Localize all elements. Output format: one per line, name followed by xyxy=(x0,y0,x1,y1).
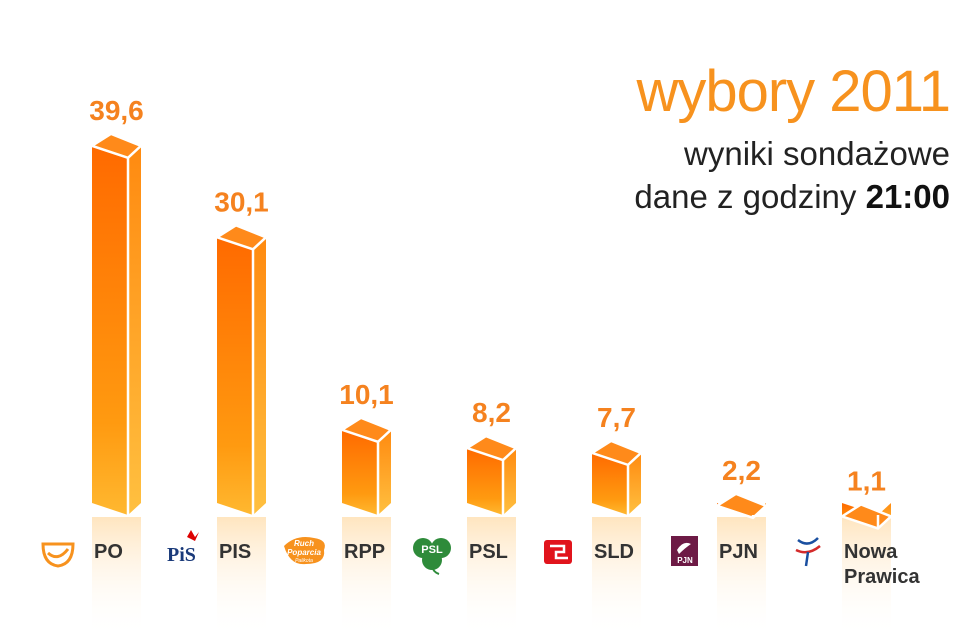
svg-text:PJN: PJN xyxy=(677,556,693,565)
party-label: SLD xyxy=(594,541,634,563)
bar-top xyxy=(214,223,269,251)
pis-logo-icon: PiS xyxy=(167,530,199,566)
subtitle: wyniki sondażowe xyxy=(684,135,950,172)
psl-logo-icon: PSL xyxy=(413,538,451,575)
value-label-po: 39,6 xyxy=(89,95,144,126)
bar-top xyxy=(89,132,144,160)
bar-reflection xyxy=(717,517,766,637)
bar-reflection xyxy=(467,517,516,637)
bar-side xyxy=(503,448,516,515)
value-labels-layer: 39,6 30,1 10,1 8,2 7,7 2,2 1,1 xyxy=(89,95,886,497)
nowa-prawica-logo-icon xyxy=(795,537,821,567)
time-line: dane z godziny 21:00 xyxy=(634,176,950,218)
bars-layer xyxy=(89,132,894,637)
pjn-logo-icon: PJN xyxy=(671,536,698,566)
bar-reflection xyxy=(592,517,641,637)
time-value: 21:00 xyxy=(865,178,950,215)
value-label-rpp: 10,1 xyxy=(339,379,394,410)
bar-front xyxy=(217,237,253,515)
svg-text:Palikota: Palikota xyxy=(295,558,313,564)
time-prefix: dane z godziny xyxy=(634,178,857,215)
value-label-pis: 30,1 xyxy=(214,186,269,217)
bar-side xyxy=(628,452,641,515)
party-pis: PiS PIS xyxy=(167,530,251,566)
party-label: PSL xyxy=(469,541,508,563)
bar-top xyxy=(339,416,394,444)
bar-front xyxy=(342,429,378,515)
bar-sld xyxy=(589,439,644,637)
title-block: wybory 2011 wyniki sondażowe dane z godz… xyxy=(634,59,951,218)
value-label-pjn: 2,2 xyxy=(722,455,761,486)
bar-reflection xyxy=(92,517,141,637)
value-label-sld: 7,7 xyxy=(597,402,636,433)
bar-po xyxy=(89,132,144,637)
party-pjn: PJN PJN xyxy=(671,536,758,566)
bar-top xyxy=(714,492,769,520)
bar-front xyxy=(592,452,628,515)
bar-top xyxy=(589,439,644,467)
bar-side xyxy=(128,145,141,515)
page-title: wybory 2011 xyxy=(636,59,951,124)
party-psl: PSL PSL xyxy=(413,538,508,575)
party-label: RPP xyxy=(344,541,385,563)
svg-text:Ruch: Ruch xyxy=(294,539,314,548)
party-sld: SLD xyxy=(544,540,634,564)
value-label-psl: 8,2 xyxy=(472,397,511,428)
party-label: PIS xyxy=(219,541,251,563)
bar-top xyxy=(464,434,519,462)
bar-front xyxy=(467,448,503,515)
bar-rpp xyxy=(339,416,394,637)
party-label: PO xyxy=(94,541,123,563)
svg-text:PSL: PSL xyxy=(421,544,443,556)
bar-psl xyxy=(464,434,519,637)
po-logo-icon xyxy=(41,542,75,568)
bar-reflection xyxy=(842,517,891,637)
bar-reflection xyxy=(342,517,391,637)
party-label: Nowa Prawica xyxy=(844,541,920,588)
bar-front xyxy=(92,145,128,515)
svg-text:PiS: PiS xyxy=(167,544,196,566)
party-po: PO xyxy=(41,541,123,568)
party-label: PJN xyxy=(719,541,758,563)
bar-reflection xyxy=(217,517,266,637)
bar-nowa-prawica xyxy=(839,503,894,637)
svg-text:Poparcia: Poparcia xyxy=(287,548,321,557)
bar-pjn xyxy=(714,492,769,637)
sld-logo-icon xyxy=(544,540,572,564)
bar-pis xyxy=(214,223,269,637)
value-label-nowa-prawica: 1,1 xyxy=(847,465,886,496)
bar-side xyxy=(378,429,391,515)
party-nowa-prawica: Nowa Prawica xyxy=(795,537,920,588)
bar-side xyxy=(253,237,266,515)
